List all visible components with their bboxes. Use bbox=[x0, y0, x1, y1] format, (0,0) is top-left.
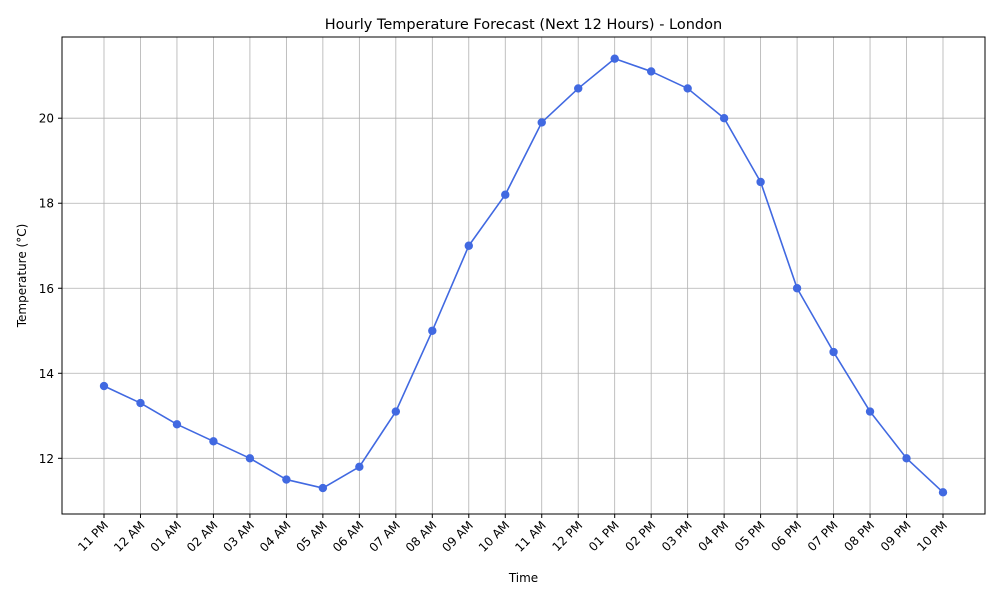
data-point bbox=[574, 84, 583, 93]
grid bbox=[62, 37, 985, 514]
x-tick-label: 11 AM bbox=[512, 518, 549, 555]
data-point bbox=[464, 241, 473, 250]
y-tick-label: 12 bbox=[39, 452, 54, 466]
data-point-layer bbox=[99, 54, 948, 497]
data-point bbox=[501, 190, 510, 199]
series-line-layer bbox=[103, 57, 944, 493]
x-tick-label: 07 PM bbox=[805, 518, 841, 554]
data-point bbox=[99, 381, 109, 391]
chart-title: Hourly Temperature Forecast (Next 12 Hou… bbox=[325, 17, 722, 33]
data-point bbox=[902, 454, 911, 463]
data-point bbox=[355, 462, 364, 472]
x-tick-label: 05 AM bbox=[293, 518, 330, 555]
x-tick-label: 12 AM bbox=[111, 518, 148, 555]
y-tick-label: 18 bbox=[39, 197, 54, 211]
data-point bbox=[172, 420, 182, 429]
data-point bbox=[938, 488, 948, 497]
x-tick-label: 08 AM bbox=[403, 518, 440, 555]
x-tick-label: 01 AM bbox=[148, 518, 185, 555]
data-point bbox=[719, 114, 729, 123]
data-point bbox=[136, 398, 145, 408]
data-point bbox=[537, 118, 546, 127]
data-point bbox=[756, 177, 765, 187]
data-point bbox=[792, 284, 802, 293]
data-point bbox=[209, 437, 218, 446]
data-point bbox=[829, 347, 838, 357]
x-tick-label: 08 PM bbox=[841, 518, 877, 554]
data-point bbox=[428, 326, 437, 335]
y-axis-ticks: 12 14 16 18 20 bbox=[39, 112, 62, 466]
data-point bbox=[282, 475, 291, 484]
x-tick-label: 10 AM bbox=[476, 518, 513, 555]
x-tick-label: 09 PM bbox=[878, 518, 914, 554]
x-tick-label: 03 AM bbox=[221, 518, 258, 555]
y-tick-label: 20 bbox=[39, 112, 54, 126]
series-line bbox=[103, 57, 944, 493]
x-tick-label: 12 PM bbox=[549, 518, 585, 554]
y-tick-label: 16 bbox=[39, 282, 54, 296]
x-tick-label: 09 AM bbox=[439, 518, 476, 555]
plot-area-frame bbox=[61, 36, 986, 515]
x-tick-label: 06 AM bbox=[330, 518, 367, 555]
x-tick-label: 05 PM bbox=[732, 518, 768, 554]
data-point bbox=[391, 407, 401, 416]
x-axis-label: Time bbox=[508, 571, 538, 585]
x-tick-label: 04 AM bbox=[257, 518, 294, 555]
x-tick-label: 02 PM bbox=[622, 518, 658, 554]
data-point bbox=[245, 454, 255, 463]
data-point bbox=[646, 67, 656, 76]
data-point bbox=[865, 407, 875, 416]
x-tick-label: 06 PM bbox=[768, 518, 804, 554]
x-tick-label: 04 PM bbox=[695, 518, 731, 554]
x-tick-label: 02 AM bbox=[184, 518, 221, 555]
x-tick-label: 03 PM bbox=[659, 518, 695, 554]
data-point bbox=[318, 483, 328, 493]
x-axis-ticks: 11 PM 12 AM 01 AM 02 AM 03 AM 04 AM 05 AM 06 AM… bbox=[75, 514, 950, 555]
x-tick-label: 10 PM bbox=[914, 518, 950, 554]
y-axis-label: Temperature (°C) bbox=[15, 224, 29, 329]
y-tick-label: 14 bbox=[39, 367, 54, 381]
x-tick-label: 07 AM bbox=[366, 518, 403, 555]
data-point bbox=[610, 54, 619, 63]
x-tick-label: 01 PM bbox=[586, 518, 622, 554]
x-tick-label: 11 PM bbox=[75, 518, 111, 554]
data-point bbox=[683, 84, 692, 93]
